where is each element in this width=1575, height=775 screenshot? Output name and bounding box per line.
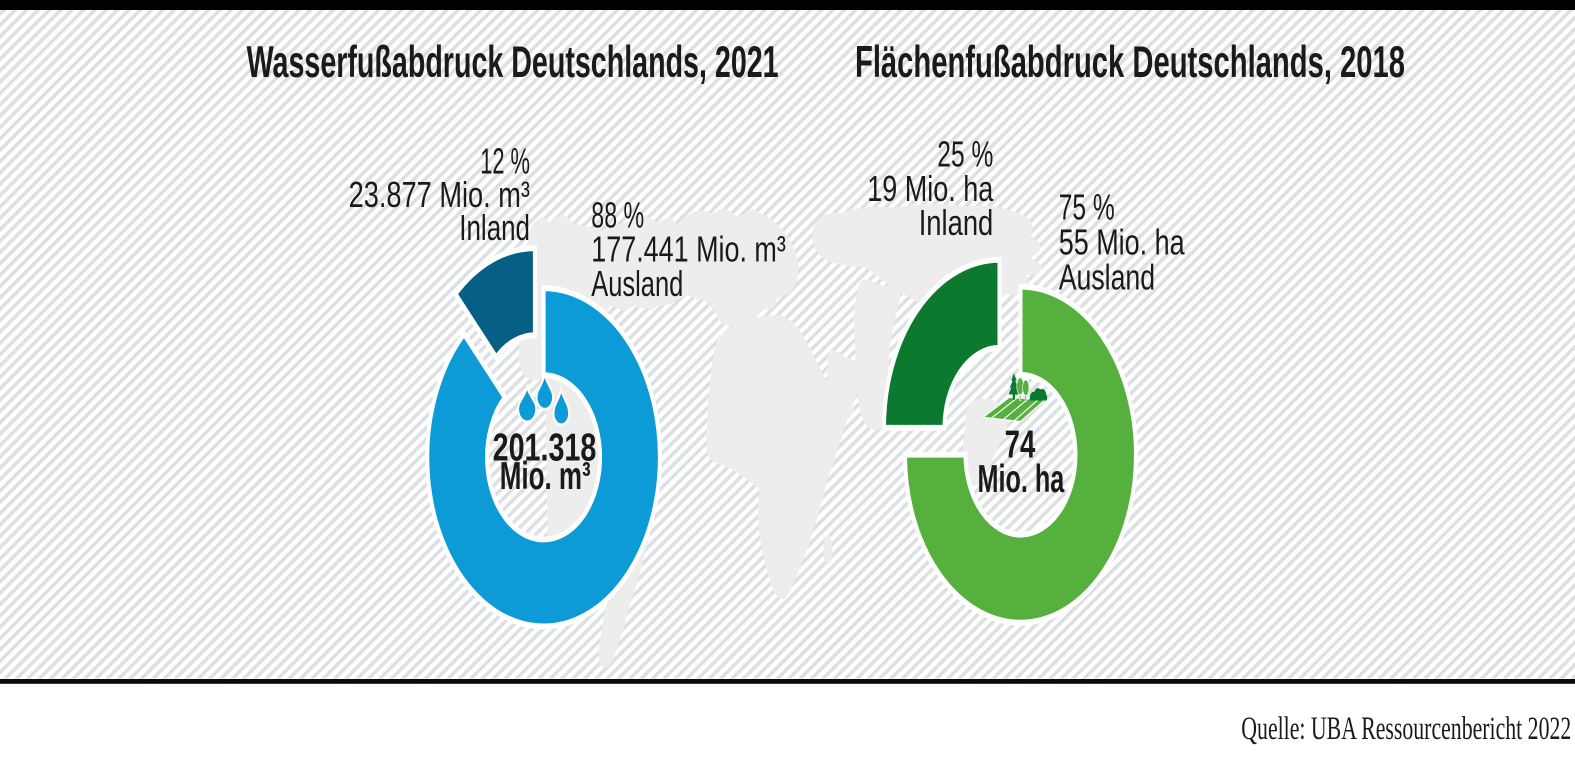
svg-text:25 %: 25 % — [937, 134, 993, 175]
svg-text:Inland: Inland — [459, 207, 530, 248]
svg-text:55 Mio. ha: 55 Mio. ha — [1059, 222, 1186, 263]
svg-text:88 %: 88 % — [591, 195, 644, 236]
svg-text:Mio. ha: Mio. ha — [978, 458, 1065, 501]
svg-text:74: 74 — [1005, 424, 1036, 467]
svg-text:Quelle: UBA Ressourcenbericht: Quelle: UBA Ressourcenbericht 2022 — [1241, 711, 1571, 747]
svg-text:19 Mio. ha: 19 Mio. ha — [867, 168, 994, 209]
svg-text:Ausland: Ausland — [591, 263, 683, 304]
svg-text:Flächenfußabdruck Deutschlands: Flächenfußabdruck Deutschlands, 2018 — [855, 39, 1405, 88]
svg-text:201.318: 201.318 — [493, 427, 597, 470]
svg-text:177.441 Mio. m³: 177.441 Mio. m³ — [591, 229, 786, 270]
svg-text:Inland: Inland — [919, 203, 994, 244]
svg-text:Mio. m³: Mio. m³ — [500, 455, 591, 498]
svg-text:75 %: 75 % — [1059, 187, 1115, 228]
svg-text:Ausland: Ausland — [1059, 257, 1155, 298]
svg-text:Wasserfußabdruck Deutschlands,: Wasserfußabdruck Deutschlands, 2021 — [247, 39, 779, 88]
svg-text:23.877 Mio. m³: 23.877 Mio. m³ — [349, 174, 530, 215]
svg-text:12 %: 12 % — [480, 141, 530, 182]
